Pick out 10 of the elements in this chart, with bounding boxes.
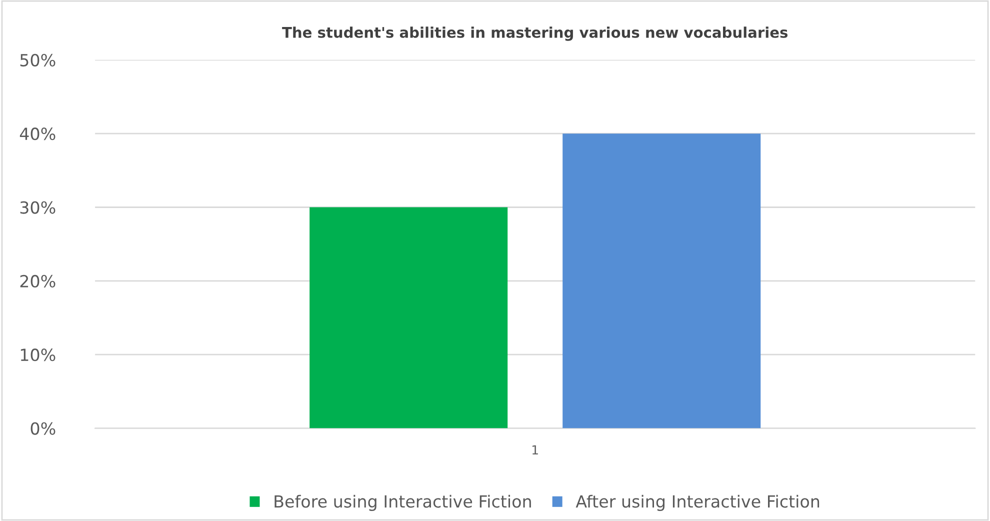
legend-label: Before using Interactive Fiction — [274, 494, 531, 511]
y-tick-label: 50% — [20, 54, 56, 66]
y-tick-label: 40% — [20, 128, 56, 140]
y-tick-label: 10% — [20, 348, 56, 362]
y-tick-label: 20% — [20, 274, 56, 288]
y-tick-label: 30% — [20, 201, 56, 214]
y-tick-label: 0% — [30, 422, 56, 435]
legend-label: After using Interactive Fiction — [576, 494, 820, 511]
chart-title: The student's abilities in mastering various new vocabularies — [282, 26, 788, 41]
x-tick-label: 1 — [532, 445, 538, 454]
